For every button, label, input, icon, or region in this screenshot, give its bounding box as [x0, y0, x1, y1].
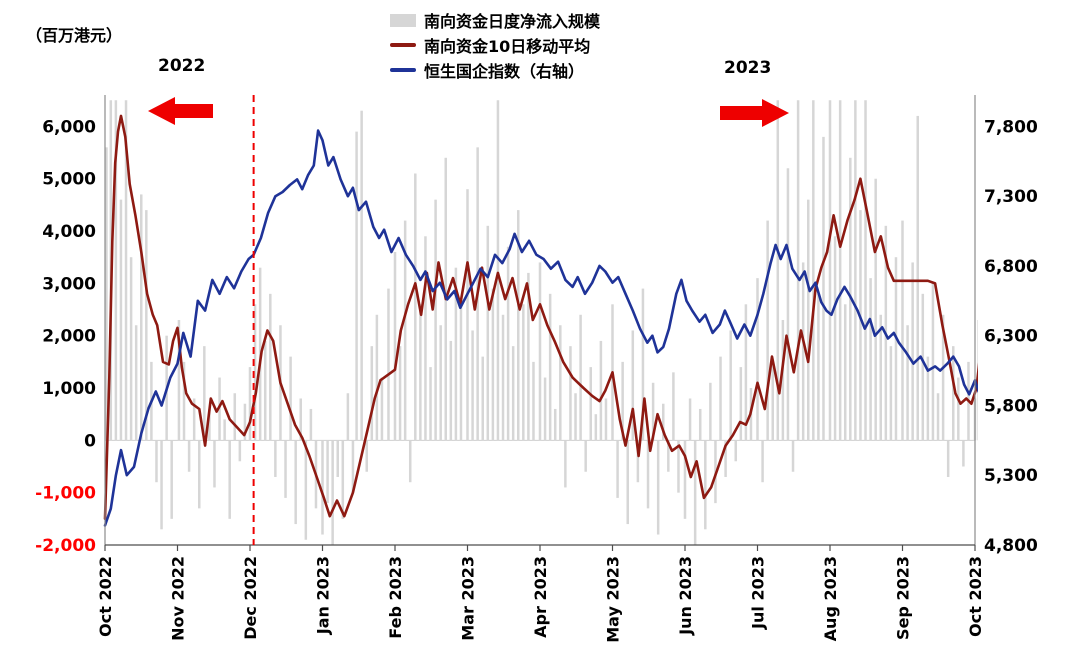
- svg-text:May 2023: May 2023: [604, 556, 623, 643]
- svg-text:6,300: 6,300: [984, 327, 1038, 347]
- legend: 南向资金日度净流入规模 南向资金10日移动平均 恒生国企指数（右轴）: [390, 8, 600, 82]
- svg-text:Dec 2022: Dec 2022: [241, 556, 260, 640]
- legend-label-10d-moving-average: 南向资金10日移动平均: [424, 37, 591, 56]
- legend-label-daily-net-inflow: 南向资金日度净流入规模: [424, 12, 601, 31]
- svg-text:Feb 2023: Feb 2023: [386, 556, 405, 639]
- svg-text:Sep 2023: Sep 2023: [894, 556, 913, 640]
- legend-item-daily-net-inflow: 南向资金日度净流入规模: [390, 8, 600, 32]
- svg-text:-1,000: -1,000: [35, 484, 96, 504]
- svg-text:Jul 2023: Jul 2023: [749, 556, 768, 630]
- annotation-year-2023: 2023: [724, 58, 772, 78]
- svg-text:Jun 2023: Jun 2023: [676, 556, 695, 636]
- svg-text:7,800: 7,800: [984, 117, 1038, 137]
- legend-item-hscei-index: 恒生国企指数（右轴）: [390, 58, 600, 82]
- svg-text:0: 0: [84, 431, 96, 451]
- svg-text:Nov 2022: Nov 2022: [169, 556, 188, 641]
- svg-text:Aug 2023: Aug 2023: [821, 556, 840, 641]
- svg-text:2,000: 2,000: [42, 327, 96, 347]
- svg-text:6,800: 6,800: [984, 257, 1038, 277]
- legend-bar-swatch-icon: [390, 13, 416, 27]
- svg-text:Oct 2022: Oct 2022: [96, 556, 115, 637]
- axis-unit-label: （百万港元）: [26, 26, 123, 45]
- legend-item-10d-moving-average: 南向资金10日移动平均: [390, 33, 600, 57]
- annotation-year-2022: 2022: [158, 56, 206, 76]
- svg-text:3,000: 3,000: [42, 274, 96, 294]
- svg-text:5,300: 5,300: [984, 466, 1038, 486]
- svg-text:4,000: 4,000: [42, 222, 96, 242]
- svg-text:1,000: 1,000: [42, 379, 96, 399]
- svg-text:5,800: 5,800: [984, 396, 1038, 416]
- svg-text:-2,000: -2,000: [35, 536, 96, 556]
- svg-text:Jan 2023: Jan 2023: [314, 556, 333, 635]
- svg-text:5,000: 5,000: [42, 170, 96, 190]
- legend-label-hscei-index: 恒生国企指数（右轴）: [424, 62, 585, 81]
- svg-text:7,300: 7,300: [984, 187, 1038, 207]
- svg-text:Oct 2023: Oct 2023: [966, 556, 985, 637]
- svg-text:4,800: 4,800: [984, 536, 1038, 556]
- svg-text:Apr 2023: Apr 2023: [531, 556, 550, 638]
- svg-text:Mar 2023: Mar 2023: [459, 556, 478, 641]
- legend-blue-line-swatch-icon: [390, 68, 416, 72]
- legend-red-line-swatch-icon: [390, 43, 416, 47]
- svg-text:6,000: 6,000: [42, 117, 96, 137]
